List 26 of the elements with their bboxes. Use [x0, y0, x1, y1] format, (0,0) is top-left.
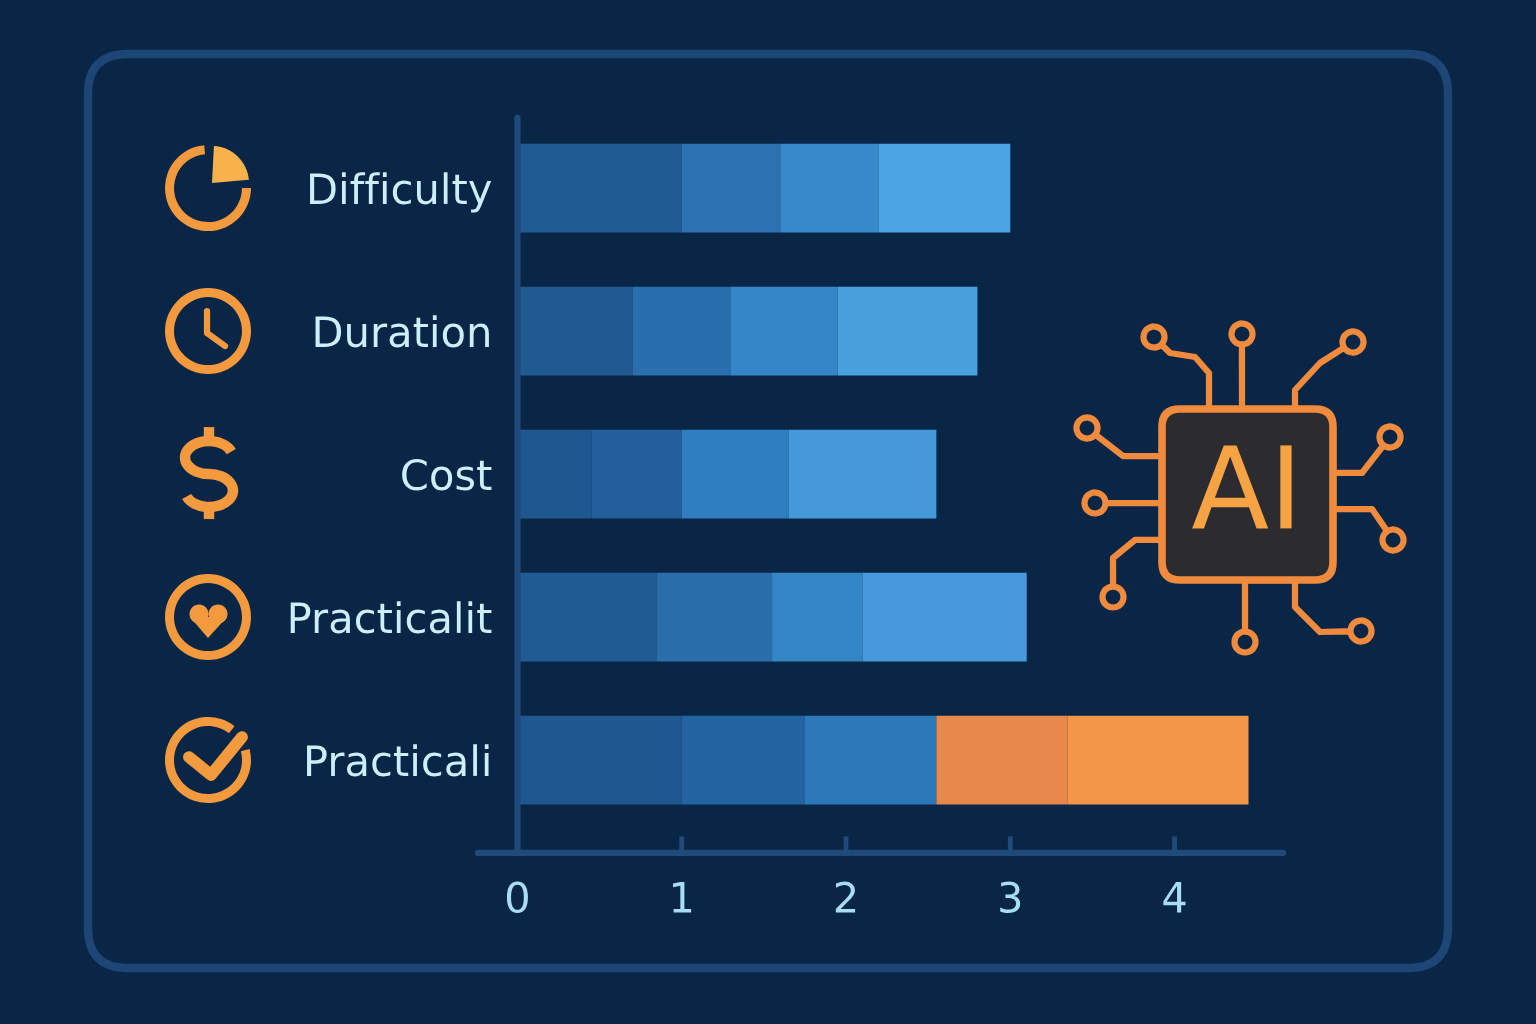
bar [657, 572, 773, 662]
annotation: AI [1192, 445, 1292, 529]
y-tick-label: Cost [402, 458, 492, 491]
y-tick-label: Practicali [307, 744, 489, 777]
y-tick-label: Practicalit [290, 601, 492, 634]
bar [936, 715, 1068, 805]
bar [788, 429, 937, 519]
y-tick-label: Duration [315, 315, 489, 348]
bar [862, 572, 1027, 662]
x-tick-label: 1 [673, 882, 692, 913]
bar [681, 429, 789, 519]
x-tick-label: 3 [1000, 881, 1021, 914]
bar [772, 572, 863, 662]
bar [681, 143, 781, 233]
x-tick-label: 0 [506, 881, 528, 914]
bar [837, 286, 978, 376]
bar [731, 286, 838, 376]
bar [681, 715, 805, 805]
x-tick-label: 4 [1163, 882, 1186, 913]
x-tick-label: 2 [835, 881, 856, 913]
bar [780, 143, 879, 233]
bar [804, 715, 937, 805]
y-tick-label: Difficulty [310, 172, 492, 213]
bar [1067, 715, 1249, 805]
bar [878, 143, 1011, 233]
bar [632, 286, 731, 376]
